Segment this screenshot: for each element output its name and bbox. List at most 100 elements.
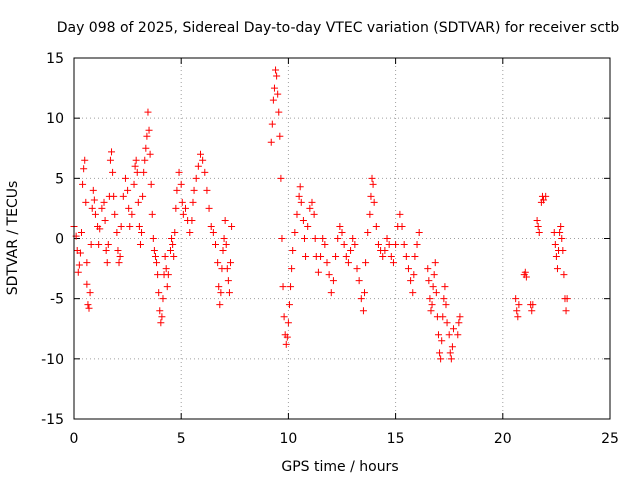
data-point [141,156,149,164]
data-point [186,228,194,236]
data-point [437,355,445,363]
data-point [225,289,233,297]
data-point [311,235,319,242]
data-point [170,253,178,261]
data-point [362,259,370,267]
data-point [443,319,451,327]
data-point [114,247,122,255]
x-tick-label: 0 [70,431,79,447]
data-point [76,249,84,257]
data-point [562,307,570,315]
data-point [512,295,520,303]
data-point [214,259,222,267]
data-point [372,222,380,230]
data-point [205,204,213,212]
data-point [268,120,276,128]
data-point [220,235,228,242]
data-point [132,156,140,164]
data-point [389,259,397,267]
data-point [415,228,423,236]
data-point [219,247,227,255]
data-point [534,222,542,230]
data-point [108,148,116,156]
data-point [143,132,151,140]
data-point [88,204,96,212]
data-point [385,241,393,249]
data-point [413,241,421,249]
data-point [289,247,297,255]
data-point [159,295,167,303]
data-point [336,222,344,230]
data-point [272,66,280,74]
data-point [521,268,529,276]
data-point [410,271,418,279]
data-point [381,247,389,255]
data-point [106,156,114,164]
data-point [217,289,225,297]
data-point [299,216,307,224]
data-point [91,210,99,218]
data-point [192,174,200,182]
x-tick-label: 10 [279,431,297,447]
data-point [134,198,142,206]
data-point [144,108,152,116]
data-point [269,96,277,104]
data-point [300,235,308,242]
data-point [449,325,457,333]
data-point [87,241,95,249]
data-point [276,132,284,140]
data-point [85,304,93,312]
data-point [297,198,305,206]
data-point [201,168,209,176]
data-point [179,210,187,218]
data-point [96,225,104,233]
data-point [130,180,138,188]
data-point [447,355,455,363]
data-point [314,268,322,276]
data-point [175,168,183,176]
data-point [103,259,111,267]
data-point [438,337,446,345]
data-point [79,180,87,188]
data-point [227,259,235,267]
data-point [446,349,454,357]
data-point [441,283,449,291]
data-point [407,277,415,285]
data-point [153,259,161,267]
data-point [267,138,275,146]
data-point [177,180,185,188]
data-point [136,241,144,249]
data-point [173,186,181,194]
data-point [293,210,301,218]
data-point [359,307,367,315]
data-point [126,222,134,230]
data-point [454,331,462,339]
data-point [387,253,395,261]
data-point [553,265,561,273]
data-point [379,253,387,261]
data-point [552,253,560,261]
data-point [374,241,382,249]
data-point [142,144,150,152]
data-point [329,277,337,285]
data-point [189,198,197,206]
data-point [428,301,436,309]
data-point [128,210,136,218]
data-point [135,222,143,230]
data-series-sctb [70,66,571,363]
data-point [101,216,109,224]
data-point [116,253,124,261]
data-point [98,204,106,212]
y-tick-label: -10 [41,352,64,368]
data-point [434,331,442,339]
data-point [216,301,224,309]
data-point [207,222,215,230]
data-point [95,241,103,249]
data-point [146,150,154,158]
data-point [212,241,220,249]
data-point [221,216,229,224]
data-point [199,156,207,164]
y-tick-label: -15 [41,412,64,428]
y-tick-label: 10 [46,111,64,127]
data-point [347,247,355,255]
